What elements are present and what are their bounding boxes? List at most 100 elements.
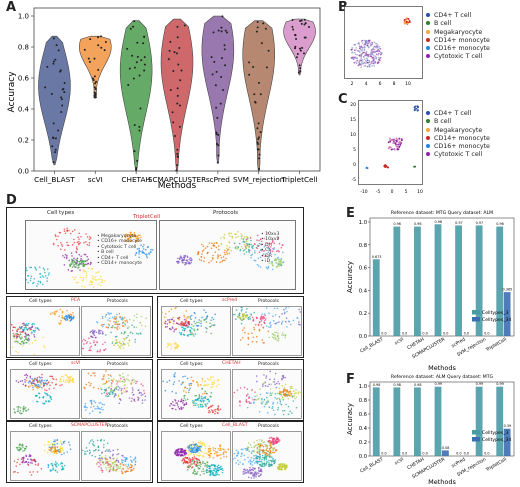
umap-point — [287, 391, 290, 394]
umap-point — [214, 447, 217, 450]
umap-point — [278, 466, 280, 469]
umap-point — [217, 257, 219, 259]
umap-point — [83, 405, 86, 408]
umap-point — [143, 244, 145, 246]
umap-point — [22, 330, 24, 333]
umap-point — [215, 246, 218, 249]
umap-point — [89, 412, 91, 415]
umap-point — [125, 240, 128, 242]
umap-point — [262, 318, 264, 320]
umap-point — [189, 382, 192, 385]
bar-data-label: 0.0 — [381, 332, 386, 336]
umap-point — [243, 243, 246, 246]
bar-chart-f: Reference dataset: ALM Query dataset: MT… — [346, 374, 515, 486]
umap-point — [76, 264, 78, 266]
umap-b-point — [366, 43, 369, 45]
umap-point — [269, 394, 271, 397]
umap-point — [126, 458, 128, 460]
umap-point — [13, 334, 16, 336]
umap-point — [250, 389, 253, 392]
umap-point — [60, 320, 62, 322]
umap-point — [278, 250, 280, 253]
umap-point — [29, 375, 32, 378]
umap-b-point — [359, 51, 361, 54]
umap-point — [279, 400, 282, 403]
umap-point — [75, 247, 78, 250]
umap-point — [185, 310, 188, 312]
umap-point — [239, 387, 242, 389]
umap-point — [86, 341, 89, 343]
umap-point — [30, 332, 33, 335]
umap-point — [63, 264, 66, 266]
bar-legend-swatch — [472, 437, 480, 442]
umap-point — [35, 385, 37, 387]
umap-b-point — [373, 59, 375, 62]
umap-point — [68, 379, 71, 382]
umap-point — [186, 324, 189, 327]
umap-point — [263, 317, 266, 319]
umap-point — [92, 386, 95, 389]
umap-point — [69, 377, 71, 380]
umap-point — [119, 380, 121, 382]
umap-point — [247, 460, 250, 463]
umap-point — [93, 400, 95, 402]
umap-point — [183, 314, 185, 317]
umap-point — [119, 465, 122, 468]
umap-point — [257, 450, 259, 452]
umap-point — [71, 255, 73, 257]
umap-point — [76, 261, 79, 263]
umap-point — [195, 463, 198, 466]
umap-point — [85, 383, 88, 386]
umap-b-point — [403, 22, 406, 25]
umap-point — [31, 462, 33, 464]
violin-point — [304, 22, 307, 25]
umap-point — [59, 445, 62, 448]
umap-point — [79, 276, 82, 279]
tripletcell-celltype-legend: • Megakaryocyte • CD16+ monocyte • Cytotox… — [97, 234, 142, 266]
umap-point — [93, 278, 95, 281]
umap-point — [286, 389, 288, 392]
umap-point — [247, 393, 249, 395]
umap-point — [298, 321, 300, 323]
umap-point — [269, 249, 272, 251]
umap-point — [269, 459, 272, 462]
umap-point — [271, 451, 274, 454]
bar-legend-label: Celltypes_3 — [482, 430, 509, 436]
umap-b-point — [362, 52, 364, 54]
umap-b-point — [370, 51, 372, 53]
umap-b-point — [363, 39, 366, 42]
umap-point — [116, 328, 119, 331]
umap-point — [174, 342, 177, 345]
umap-point — [227, 248, 230, 251]
umap-point — [17, 410, 20, 412]
umap-point — [65, 315, 68, 317]
umap-point — [256, 472, 259, 474]
umap-point — [249, 466, 251, 469]
umap-point — [261, 458, 263, 461]
umap-point — [15, 465, 18, 467]
umap-point — [99, 411, 102, 413]
umap-point — [258, 239, 260, 242]
umap-point — [195, 457, 198, 460]
umap-point — [250, 477, 253, 479]
umap-point — [102, 378, 105, 380]
umap-point — [173, 320, 175, 322]
umap-point — [133, 233, 136, 236]
umap-point — [188, 447, 190, 450]
umap-point — [193, 400, 195, 403]
bar-data-label: 0.0 — [402, 452, 407, 456]
umap-point — [211, 464, 213, 466]
umap-point — [250, 239, 252, 242]
umap-point — [80, 235, 82, 238]
umap-point — [29, 385, 32, 387]
umap-point — [72, 312, 74, 314]
umap-point — [36, 377, 39, 379]
umap-point — [83, 343, 85, 345]
umap-point — [197, 448, 200, 450]
umap-point — [33, 378, 36, 381]
umap-point — [47, 444, 49, 446]
umap-point — [114, 460, 117, 463]
umap-point — [87, 372, 90, 375]
violin-point — [215, 131, 218, 134]
umap-point — [94, 408, 96, 410]
